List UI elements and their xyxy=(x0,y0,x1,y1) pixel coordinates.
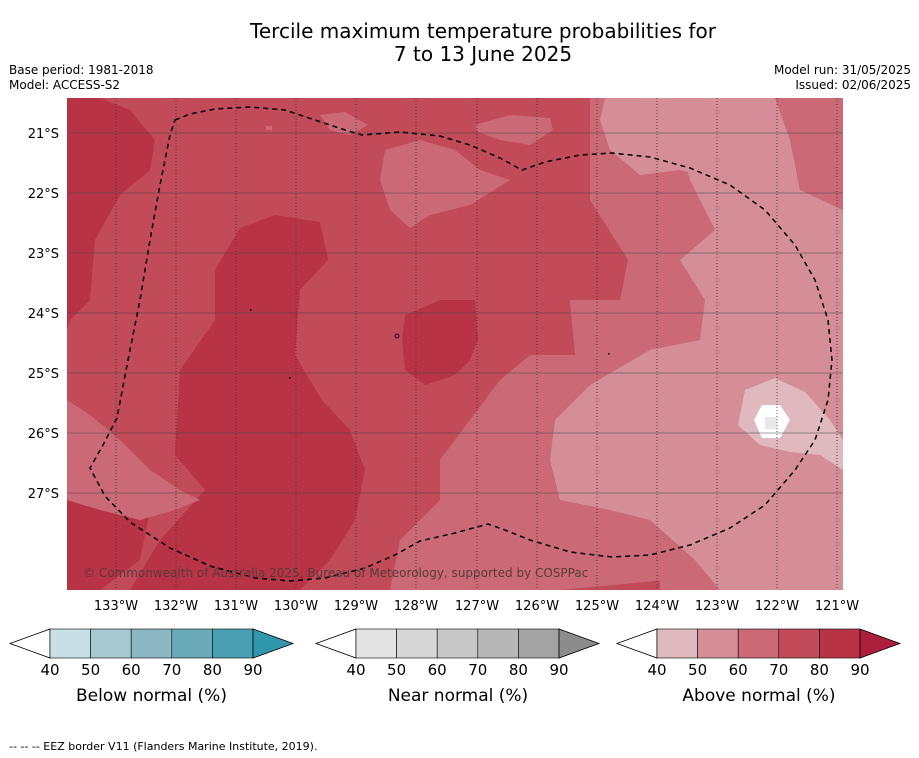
colorbar-tick-label: 70 xyxy=(468,661,487,679)
colorbar-tick-label: 50 xyxy=(81,661,100,679)
eez-border xyxy=(89,106,833,582)
lon-label: 125°W xyxy=(575,599,619,614)
meta-right: Model run: 31/05/2025 Issued: 02/06/2025 xyxy=(774,63,911,93)
colorbar-tick-label: 40 xyxy=(40,661,59,679)
colorbar-tick-label: 60 xyxy=(428,661,447,679)
colorbar-tick-label: 50 xyxy=(387,661,406,679)
colorbar-cell xyxy=(697,628,739,659)
lon-label: 123°W xyxy=(695,599,739,614)
copyright-notice: © Commonwealth of Australia 2025, Bureau… xyxy=(83,566,588,580)
graticule xyxy=(67,132,843,494)
colorbar-tick-label: 70 xyxy=(769,661,788,679)
lat-label: 27°S xyxy=(28,487,59,502)
region-60-top xyxy=(320,112,368,135)
colorbar-tick-label: 80 xyxy=(203,661,222,679)
region-80-central xyxy=(130,215,365,590)
map-field xyxy=(67,98,843,590)
colorbar-cell xyxy=(171,628,213,659)
title-line-1: Tercile maximum temperature probabilitie… xyxy=(250,19,716,43)
colorbar-under-triangle xyxy=(615,628,658,659)
colorbar-cell xyxy=(819,628,861,659)
model-run: Model run: 31/05/2025 xyxy=(773,63,911,77)
map-title: Tercile maximum temperature probabilitie… xyxy=(0,20,919,66)
colorbar-0: 40 50 60 70 80 90 xyxy=(8,628,295,679)
lat-label: 23°S xyxy=(28,247,59,262)
colorbar-cell xyxy=(778,628,820,659)
meta-left: Base period: 1981-2018 Model: ACCESS-S2 xyxy=(9,63,154,93)
colorbar-tick-label: 90 xyxy=(549,661,568,679)
colorbar-cell xyxy=(212,628,254,659)
colorbar-over-triangle xyxy=(252,628,295,659)
base-period: Base period: 1981-2018 xyxy=(9,63,154,77)
lon-label: 127°W xyxy=(455,599,499,614)
eez-legend: -- -- -- EEZ border V11 (Flanders Marine… xyxy=(9,740,318,753)
colorbar-cell xyxy=(436,628,479,659)
island-small xyxy=(266,126,272,130)
meridians xyxy=(115,98,838,590)
lon-label: 124°W xyxy=(635,599,679,614)
region-50-north xyxy=(600,98,700,175)
colorbar-cell xyxy=(396,628,438,659)
lat-label: 22°S xyxy=(28,187,59,202)
model-name: Model: ACCESS-S2 xyxy=(9,78,121,92)
lon-label: 121°W xyxy=(815,599,859,614)
colorbar-cell xyxy=(130,628,173,659)
issued-date: Issued: 02/06/2025 xyxy=(795,78,911,92)
colorbar-tick-label: 40 xyxy=(346,661,365,679)
region-white-grey xyxy=(765,417,777,429)
lon-label: 132°W xyxy=(154,599,198,614)
colorbar-tick-label: 70 xyxy=(162,661,181,679)
colorbar-under-triangle xyxy=(8,628,51,659)
lon-label: 128°W xyxy=(394,599,438,614)
title-line-2: 7 to 13 June 2025 xyxy=(393,42,573,66)
colorbar-2: 40 50 60 70 80 90 xyxy=(615,628,902,679)
colorbar-cell xyxy=(355,628,397,659)
region-40 xyxy=(738,378,843,470)
colorbar-cell xyxy=(90,628,132,659)
region-60-north xyxy=(380,140,510,228)
colorbars: 40 50 60 70 80 90 40 50 60 70 80 90 40 50 60 70 80 90 xyxy=(8,628,902,679)
lon-label: 126°W xyxy=(515,599,559,614)
below-normal-label: Below normal (%) xyxy=(76,686,227,706)
colorbar-tick-label: 60 xyxy=(122,661,141,679)
colorbar-cell xyxy=(49,628,91,659)
colorbar-over-triangle xyxy=(859,628,902,659)
above-normal-label: Above normal (%) xyxy=(682,686,836,706)
region-40-sw xyxy=(795,505,833,548)
region-60-west xyxy=(67,400,200,520)
colorbar-over-triangle xyxy=(558,628,601,659)
region-80-mid xyxy=(402,300,478,385)
colorbar-cell xyxy=(737,628,780,659)
lon-label: 129°W xyxy=(334,599,378,614)
colorbar-tick-label: 80 xyxy=(509,661,528,679)
lon-label: 131°W xyxy=(214,599,258,614)
region-50-east xyxy=(550,98,843,590)
colorbar-tick-label: 40 xyxy=(647,661,666,679)
near-normal-label: Near normal (%) xyxy=(387,686,529,706)
lat-label: 25°S xyxy=(28,367,59,382)
region-60-blob-se xyxy=(660,580,695,590)
colorbar-tick-label: 80 xyxy=(810,661,829,679)
lat-label: 26°S xyxy=(28,427,59,442)
colorbar-cell xyxy=(477,628,519,659)
lat-label: 24°S xyxy=(28,307,59,322)
colorbar-tick-label: 60 xyxy=(729,661,748,679)
colorbar-1: 40 50 60 70 80 90 xyxy=(314,628,601,679)
colorbar-under-triangle xyxy=(314,628,357,659)
island-markers xyxy=(250,309,610,379)
region-60-northblob xyxy=(475,115,553,145)
lon-label: 122°W xyxy=(755,599,799,614)
colorbar-tick-label: 90 xyxy=(850,661,869,679)
lon-label: 130°W xyxy=(274,599,318,614)
colorbar-cell xyxy=(656,628,698,659)
region-80-west xyxy=(67,98,155,330)
lat-label: 21°S xyxy=(28,127,59,142)
colorbar-tick-label: 50 xyxy=(688,661,707,679)
colorbar-cell xyxy=(518,628,560,659)
colorbar-tick-label: 90 xyxy=(243,661,262,679)
lon-label: 133°W xyxy=(94,599,138,614)
